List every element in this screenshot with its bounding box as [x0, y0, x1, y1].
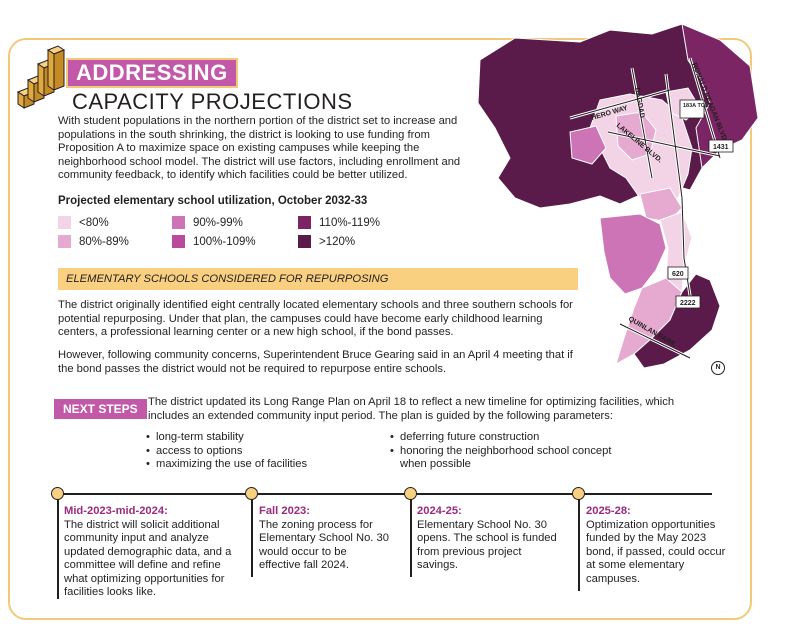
timeline-text: Elementary School No. 30 opens. The scho…	[417, 518, 557, 572]
parameter-item: honoring the neighborhood school concept…	[390, 445, 630, 472]
shield-label: 1431	[713, 144, 729, 151]
timeline-dot	[51, 487, 64, 500]
parameter-item: access to options	[146, 445, 307, 459]
shield-label: 620	[672, 271, 684, 278]
timeline-dot	[572, 487, 585, 500]
timeline-connector	[578, 499, 580, 591]
timeline-item: Fall 2023: The zoning process for Elemen…	[259, 505, 389, 573]
timeline-text: Optimization opportunities funded by the…	[586, 518, 726, 585]
timeline-line	[56, 493, 712, 495]
content-frame	[8, 38, 752, 620]
bar-chart-icon	[16, 45, 66, 109]
legend-item: 90%-99%	[172, 216, 243, 229]
timeline-item: 2025-28: Optimization opportunities fund…	[586, 505, 736, 586]
legend-item: >120%	[298, 235, 355, 248]
shield-label: 2222	[680, 300, 696, 307]
legend-swatch	[58, 216, 71, 229]
legend-item: 110%-119%	[298, 216, 380, 229]
timeline-dot	[245, 487, 258, 500]
timeline-label: Fall 2023:	[259, 505, 310, 517]
repurposing-banner: ELEMENTARY SCHOOLS CONSIDERED FOR REPURP…	[58, 268, 578, 290]
timeline-dot	[404, 487, 417, 500]
timeline-label: 2025-28:	[586, 505, 631, 517]
legend-swatch	[298, 235, 311, 248]
legend-swatch	[172, 235, 185, 248]
parameter-item: long-term stability	[146, 431, 307, 445]
timeline-item: 2024-25: Elementary School No. 30 opens.…	[417, 505, 557, 573]
parameter-item: maximizing the use of facilities	[146, 458, 307, 472]
next-steps-badge: NEXT STEPS	[54, 399, 147, 419]
repurposing-heading: ELEMENTARY SCHOOLS CONSIDERED FOR REPURP…	[66, 273, 389, 285]
map-region-southwest	[599, 213, 667, 295]
timeline-item: Mid-2023-mid-2024: The district will sol…	[64, 505, 242, 600]
highway-shield: 183A TOLL	[679, 99, 712, 119]
legend-label: 100%-109%	[193, 235, 256, 248]
parameters-list-right: deferring future construction honoring t…	[390, 431, 630, 472]
legend-swatch	[298, 216, 311, 229]
north-arrow-icon: N	[711, 361, 725, 375]
highway-shield: 620	[667, 266, 689, 280]
legend-swatch	[58, 235, 71, 248]
legend-label: <80%	[79, 216, 109, 229]
timeline-connector	[410, 499, 412, 577]
shield-label: 183A TOLL	[683, 103, 712, 109]
page-subtitle: CAPACITY PROJECTIONS	[72, 89, 353, 114]
map-region-central-3	[569, 125, 607, 165]
repurposing-paragraph-2: However, following community concerns, S…	[58, 349, 573, 375]
timeline-text: The zoning process for Elementary School…	[259, 518, 389, 572]
legend-item: 100%-109%	[172, 235, 256, 248]
parameter-item: deferring future construction	[390, 431, 630, 445]
title-badge: ADDRESSING	[66, 58, 238, 88]
legend-swatch	[172, 216, 185, 229]
district-map: HERO WAY RONALD REAGAN BLVD. BAGDAD LAKE…	[477, 23, 759, 369]
timeline-connector	[57, 499, 59, 599]
legend-title: Projected elementary school utilization,…	[58, 195, 368, 207]
legend-label: 110%-119%	[319, 216, 380, 229]
highway-shield: 1431	[708, 139, 734, 153]
legend-label: 80%-89%	[79, 235, 129, 248]
repurposing-paragraph-1: The district originally identified eight…	[58, 299, 573, 338]
map-region-east	[681, 23, 759, 170]
highway-shield: 2222	[675, 295, 701, 309]
legend-item: <80%	[58, 216, 109, 229]
parameters-list-left: long-term stability access to options ma…	[146, 431, 307, 472]
timeline-connector	[251, 499, 253, 577]
timeline-text: The district will solicit additional com…	[64, 518, 232, 599]
intro-paragraph: With student populations in the northern…	[58, 115, 461, 181]
legend-item: 80%-89%	[58, 235, 129, 248]
timeline-label: 2024-25:	[417, 505, 462, 517]
next-steps-text: The district updated its Long Range Plan…	[148, 396, 675, 422]
legend-label: 90%-99%	[193, 216, 243, 229]
timeline-label: Mid-2023-mid-2024:	[64, 505, 168, 517]
legend-label: >120%	[319, 235, 356, 248]
